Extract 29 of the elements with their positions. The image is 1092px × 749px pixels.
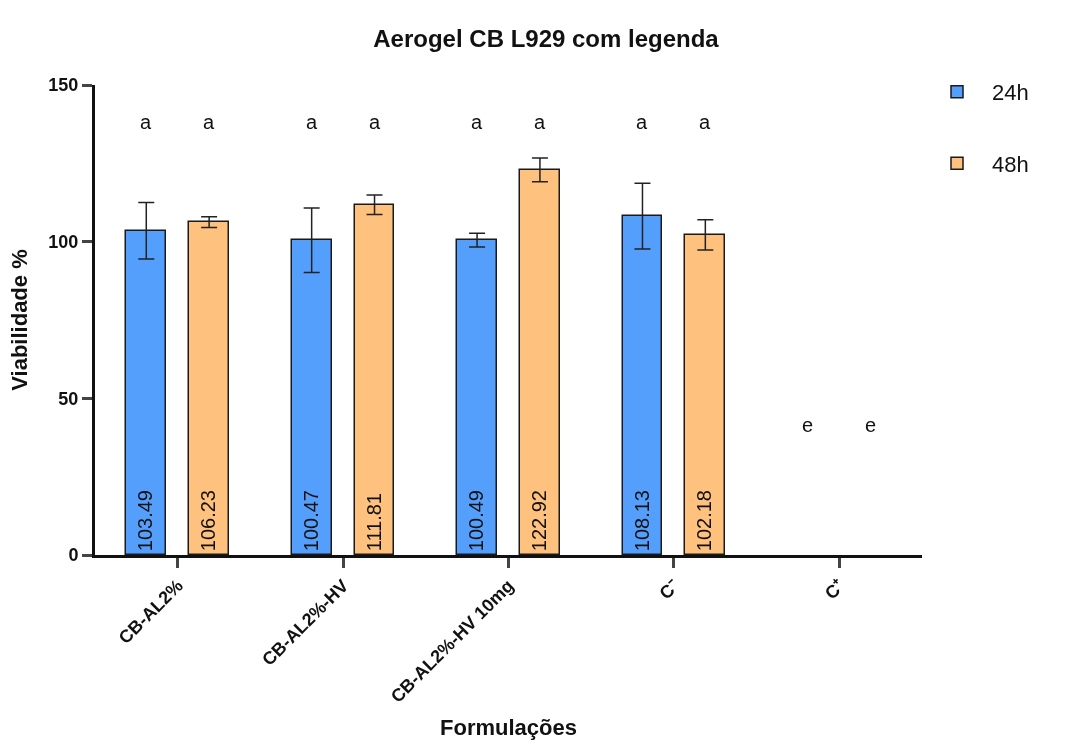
data-label: 111.81 (362, 493, 385, 552)
x-tick-label: C⁻ (655, 575, 684, 604)
data-label: 100.49 (465, 490, 488, 552)
annotation: e (802, 414, 814, 436)
y-axis-title: Viabilidade % (7, 249, 33, 391)
annotation: e (865, 414, 877, 436)
data-label: 106.23 (197, 490, 220, 552)
annotation: a (534, 111, 546, 133)
x-axis-title: Formulações (440, 715, 577, 741)
legend-label: 24h (992, 80, 1029, 106)
annotation: a (471, 111, 483, 133)
data-label: 103.49 (134, 490, 157, 552)
annotation: a (636, 111, 648, 133)
data-label: 102.18 (693, 490, 716, 552)
chart-title: Aerogel CB L929 com legenda (373, 24, 720, 52)
data-label: 108.13 (630, 490, 653, 552)
annotation: a (699, 111, 711, 133)
y-tick-label: 150 (48, 75, 79, 96)
y-tick-label: 50 (58, 388, 79, 409)
legend-label: 48h (992, 151, 1029, 177)
y-tick-label: 100 (48, 231, 79, 252)
x-tick-label: C⁺ (820, 575, 849, 604)
data-label: 100.47 (300, 490, 323, 552)
annotation: a (369, 111, 381, 133)
annotation: a (306, 111, 318, 133)
y-tick-label: 0 (68, 545, 79, 566)
data-label: 122.92 (528, 490, 551, 552)
annotation: a (203, 111, 215, 133)
annotation: a (140, 111, 152, 133)
